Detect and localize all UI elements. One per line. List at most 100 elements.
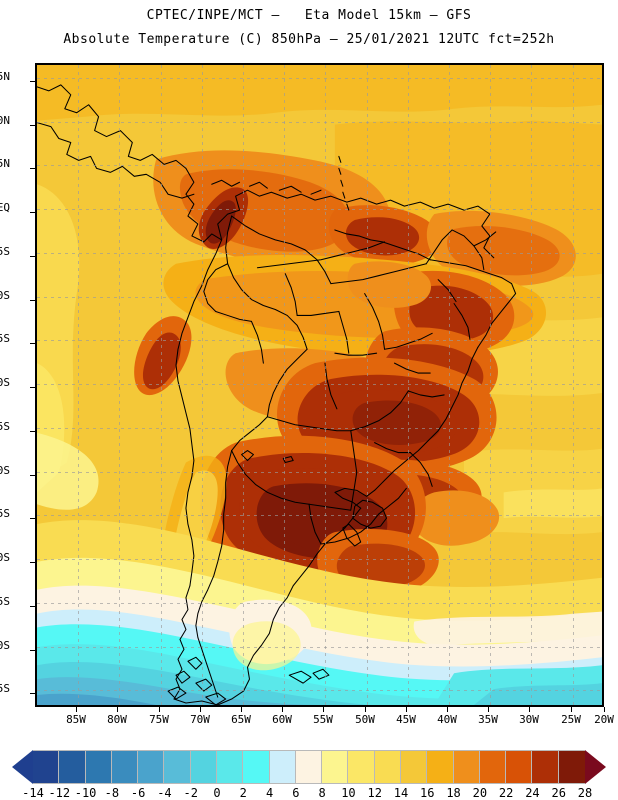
lon-label-35W: 35W	[478, 713, 498, 726]
lon-label-60W: 60W	[272, 713, 292, 726]
lon-label-85W: 85W	[66, 713, 86, 726]
lon-tick	[200, 707, 201, 712]
colorbar-tick-6: 6	[292, 786, 300, 800]
colorbar-tick-26: 26	[551, 786, 566, 800]
lon-tick	[323, 707, 324, 712]
lon-label-25W: 25W	[561, 713, 581, 726]
colorbar-tick--10: -10	[74, 786, 97, 800]
colorbar-tick--2: -2	[183, 786, 198, 800]
lat-tick	[30, 168, 36, 169]
colorbar-tick-24: 24	[525, 786, 540, 800]
colorbar-swatches	[33, 750, 585, 784]
lon-label-70W: 70W	[190, 713, 210, 726]
colorbar-swatch-12	[374, 751, 401, 783]
colorbar-swatch-0	[216, 751, 244, 783]
colorbar-tick-22: 22	[498, 786, 514, 800]
colorbar-tick--14: -14	[22, 786, 44, 800]
colorbar-tick-4: 4	[265, 786, 274, 800]
colorbar-tick-2: 2	[239, 786, 247, 800]
colorbar-tick--12: -12	[48, 786, 71, 800]
lat-tick	[30, 475, 36, 476]
colorbar-swatch-26	[558, 751, 585, 783]
lon-tick	[571, 707, 572, 712]
colorbar-tick-10: 10	[341, 786, 356, 800]
lon-label-50W: 50W	[355, 713, 375, 726]
lat-label-15N: 15N	[0, 70, 10, 83]
colorbar-swatch--12	[59, 751, 86, 783]
colorbar-swatch-6	[295, 751, 323, 783]
lon-label-40W: 40W	[437, 713, 457, 726]
lon-tick	[604, 707, 605, 712]
lat-label-10N: 10N	[0, 114, 10, 127]
colorbar-swatch--2	[190, 751, 217, 783]
colorbar-tick-0: 0	[213, 786, 221, 800]
chart-title: CPTEC/INPE/MCT — Eta Model 15km — GFS	[146, 8, 472, 23]
colorbar-tick--6: -6	[130, 786, 146, 800]
colorbar-swatch--8	[111, 751, 139, 783]
lat-label-5N: 5N	[0, 157, 10, 170]
lat-tick	[30, 562, 36, 563]
lon-tick	[282, 707, 283, 712]
lon-tick	[159, 707, 160, 712]
lat-tick	[30, 343, 36, 344]
colorbar-swatch-16	[427, 751, 454, 783]
lon-tick	[241, 707, 242, 712]
lat-label-40S: 40S	[0, 551, 10, 564]
lon-tick	[365, 707, 366, 712]
colorbar-swatch--14	[33, 751, 60, 783]
lat-tick	[30, 387, 36, 388]
lat-label-20S: 20S	[0, 376, 10, 389]
lat-tick	[30, 693, 36, 694]
colorbar-swatch-14	[400, 751, 428, 783]
colorbar-over-arrow	[585, 750, 606, 784]
colorbar-tick-28: 28	[577, 786, 593, 800]
colorbar-swatch-8	[322, 751, 349, 783]
lat-label-5S: 5S	[0, 245, 10, 258]
lon-label-30W: 30W	[519, 713, 539, 726]
lon-tick	[117, 707, 118, 712]
colorbar: -14 -12 -10 -8 -6 -4 -2 0 2 4 6 8 10 12 14 16 18 20 22 24 26…	[0, 745, 618, 800]
lon-label-75W: 75W	[149, 713, 169, 726]
lat-tick	[30, 212, 36, 213]
lon-label-55W: 55W	[313, 713, 333, 726]
lon-tick	[447, 707, 448, 712]
lat-tick	[30, 518, 36, 519]
colorbar-swatch-4	[269, 751, 296, 783]
colorbar-tick-labels: -14 -12 -10 -8 -6 -4 -2 0 2 4 6 8 10 12 14 16 18 20 22 24 26…	[0, 786, 618, 800]
temperature-field	[37, 65, 602, 705]
lat-tick	[30, 125, 36, 126]
lat-tick	[30, 650, 36, 651]
lat-label-45S: 45S	[0, 595, 10, 608]
colorbar-swatch--4	[164, 751, 191, 783]
lon-label-45W: 45W	[396, 713, 416, 726]
lat-tick	[30, 81, 36, 82]
colorbar-swatch-18	[453, 751, 480, 783]
colorbar-tick--8: -8	[104, 786, 120, 800]
colorbar-swatch-20	[479, 751, 507, 783]
chart-subtitle: Absolute Temperature (C) 850hPa — 25/01/…	[63, 32, 555, 47]
lon-tick	[406, 707, 407, 712]
colorbar-swatch-10	[348, 751, 375, 783]
lon-label-20W: 20W	[594, 713, 614, 726]
lon-tick	[529, 707, 530, 712]
colorbar-swatch--6	[138, 751, 165, 783]
colorbar-tick-16: 16	[420, 786, 435, 800]
lat-label-10S: 10S	[0, 289, 10, 302]
lon-label-65W: 65W	[231, 713, 251, 726]
lat-tick	[30, 606, 36, 607]
colorbar-swatch-2	[243, 751, 270, 783]
lon-tick	[488, 707, 489, 712]
colorbar-swatch-22	[506, 751, 533, 783]
colorbar-tick-14: 14	[393, 786, 409, 800]
chart-title-block: CPTEC/INPE/MCT — Eta Model 15km — GFS Ab…	[0, 0, 618, 47]
colorbar-tick-8: 8	[318, 786, 326, 800]
lat-label-EQ: EQ	[0, 201, 10, 214]
lat-label-25S: 25S	[0, 420, 10, 433]
colorbar-tick--4: -4	[157, 786, 172, 800]
colorbar-swatch-24	[532, 751, 559, 783]
colorbar-tick-18: 18	[446, 786, 461, 800]
temperature-contours	[37, 65, 602, 705]
lat-tick	[30, 431, 36, 432]
lat-label-30S: 30S	[0, 464, 10, 477]
